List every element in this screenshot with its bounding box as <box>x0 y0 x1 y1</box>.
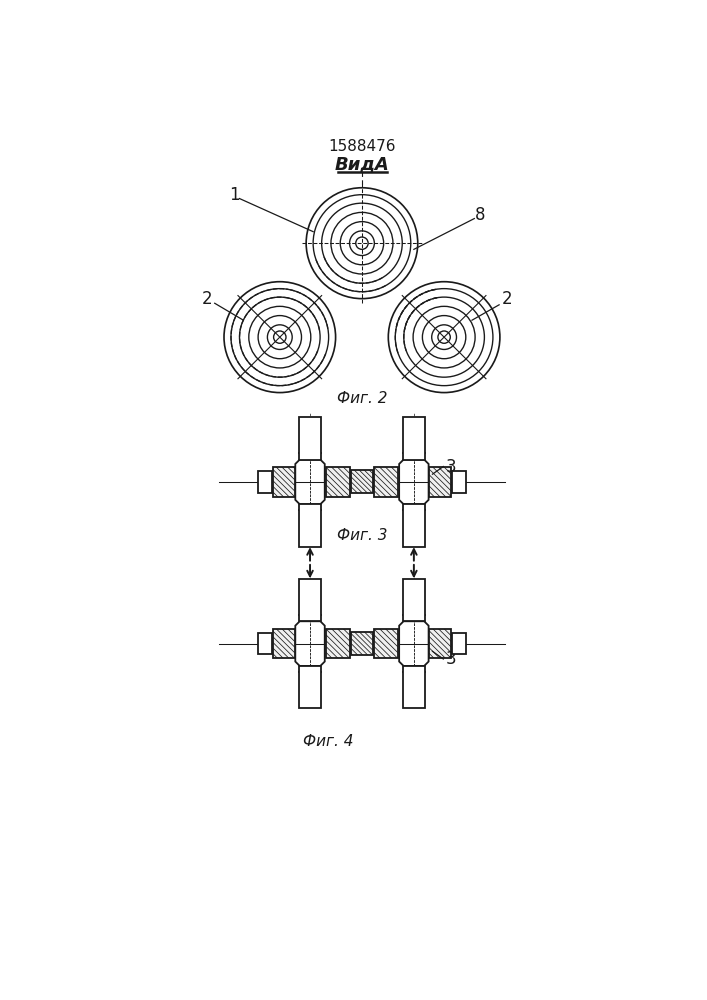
Polygon shape <box>273 629 295 658</box>
Polygon shape <box>374 467 397 497</box>
Polygon shape <box>258 471 272 493</box>
Polygon shape <box>299 417 321 460</box>
Polygon shape <box>452 471 466 493</box>
Polygon shape <box>299 666 321 708</box>
Polygon shape <box>351 470 373 493</box>
Polygon shape <box>429 467 451 497</box>
Polygon shape <box>351 632 373 655</box>
Text: 1: 1 <box>229 186 240 204</box>
Polygon shape <box>403 417 425 460</box>
Text: 1588476: 1588476 <box>328 139 396 154</box>
Text: 2: 2 <box>201 290 212 308</box>
Text: 2: 2 <box>501 290 512 308</box>
Polygon shape <box>429 629 451 658</box>
Text: Фиг. 3: Фиг. 3 <box>337 528 387 543</box>
Text: 3: 3 <box>445 650 456 668</box>
Polygon shape <box>452 633 466 654</box>
Text: 3: 3 <box>445 458 456 476</box>
Polygon shape <box>403 504 425 547</box>
Text: Фиг. 2: Фиг. 2 <box>337 391 387 406</box>
Polygon shape <box>374 629 397 658</box>
Polygon shape <box>327 629 349 658</box>
Text: ВидА: ВидА <box>334 156 390 174</box>
Text: 8: 8 <box>474 206 485 224</box>
Polygon shape <box>299 579 321 621</box>
Text: Фиг. 4: Фиг. 4 <box>303 734 354 749</box>
Polygon shape <box>403 579 425 621</box>
Polygon shape <box>403 666 425 708</box>
Polygon shape <box>273 467 295 497</box>
Polygon shape <box>299 504 321 547</box>
Polygon shape <box>258 633 272 654</box>
Polygon shape <box>327 467 349 497</box>
